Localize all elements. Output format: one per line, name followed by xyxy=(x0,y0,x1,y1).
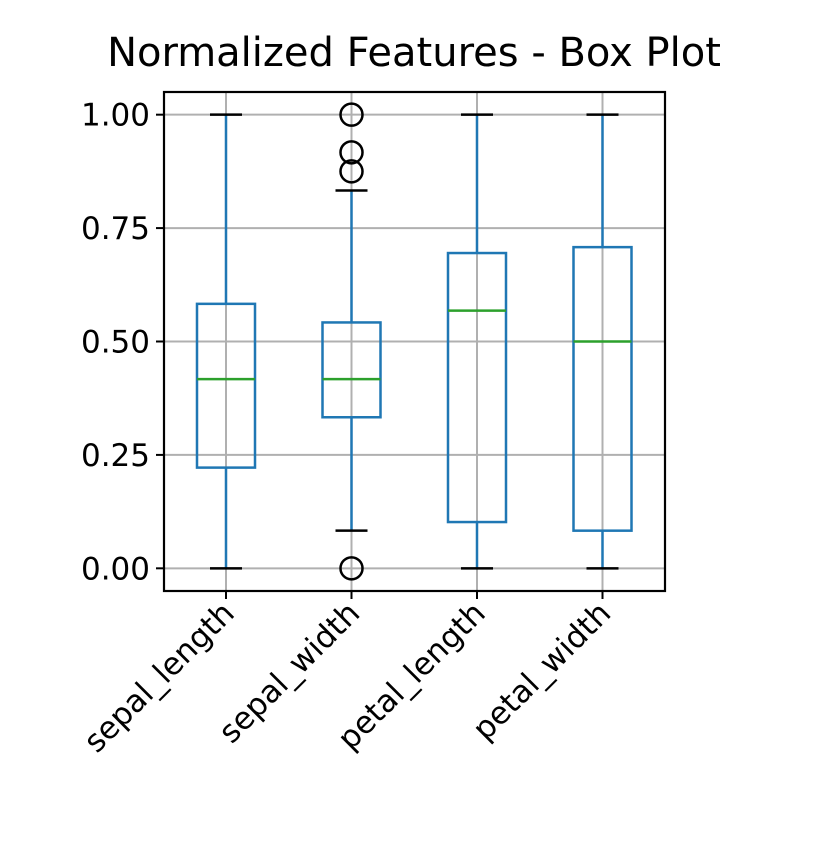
y-tick-label: 0.75 xyxy=(81,211,150,247)
iqr-box xyxy=(446,251,508,524)
y-tick-label: 0.50 xyxy=(81,325,150,361)
box-sepal_length xyxy=(195,113,257,570)
x-tick-label: sepal_length xyxy=(77,595,242,760)
y-tick-label: 0.00 xyxy=(81,551,150,587)
plot-frame xyxy=(162,90,667,593)
iqr-box xyxy=(572,245,633,532)
iqr-box xyxy=(195,302,257,469)
chart-title: Normalized Features - Box Plot xyxy=(107,30,721,76)
box-petal_length xyxy=(446,113,508,570)
outlier-point xyxy=(339,102,364,127)
iqr-box xyxy=(321,321,382,419)
box-sepal_width xyxy=(321,102,382,581)
tick-labels: 0.000.250.500.751.00sepal_lengthsepal_wi… xyxy=(77,98,618,760)
y-tick-label: 0.25 xyxy=(81,438,150,474)
outlier-point xyxy=(339,140,364,165)
outlier-point xyxy=(339,556,364,581)
axes xyxy=(156,90,667,599)
outlier-point xyxy=(339,159,364,184)
boxes xyxy=(195,102,633,581)
y-tick-label: 1.00 xyxy=(81,98,150,134)
box-petal_width xyxy=(572,113,633,570)
